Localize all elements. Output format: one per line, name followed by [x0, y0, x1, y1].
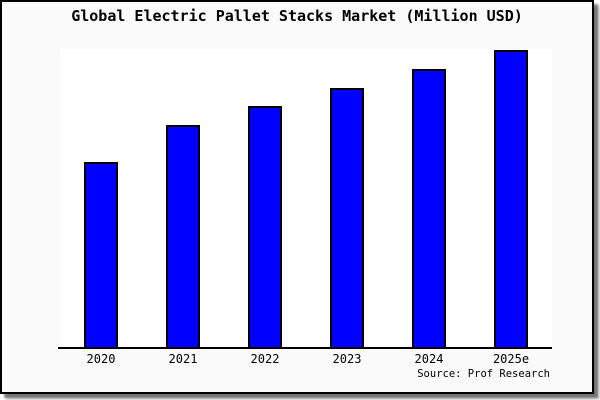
- bar-2022: [248, 106, 282, 349]
- x-tick-label-2020: 2020: [86, 352, 116, 366]
- x-tick-label-2021: 2021: [168, 352, 198, 366]
- bar-2020: [84, 162, 118, 349]
- x-tick-label-2022: 2022: [250, 352, 280, 366]
- plot-area: 2020 2021 2022 2023 2024 2025e: [58, 49, 552, 366]
- bar-2024: [412, 69, 446, 349]
- x-axis-line: [58, 347, 552, 349]
- chart-title: Global Electric Pallet Stacks Market (Mi…: [71, 7, 523, 25]
- x-tick-label-2024: 2024: [414, 352, 444, 366]
- x-tick-row: 2020 2021 2022 2023 2024 2025e: [60, 352, 552, 368]
- x-tick-label-2023: 2023: [332, 352, 362, 366]
- bar-2021: [166, 125, 200, 349]
- bar-row: [60, 49, 552, 349]
- bar-2025e: [494, 50, 528, 349]
- x-tick-label-2025e: 2025e: [492, 352, 530, 366]
- bar-2023: [330, 88, 364, 349]
- chart-frame: Global Electric Pallet Stacks Market (Mi…: [0, 0, 594, 394]
- source-note: Source: Prof Research: [417, 368, 550, 380]
